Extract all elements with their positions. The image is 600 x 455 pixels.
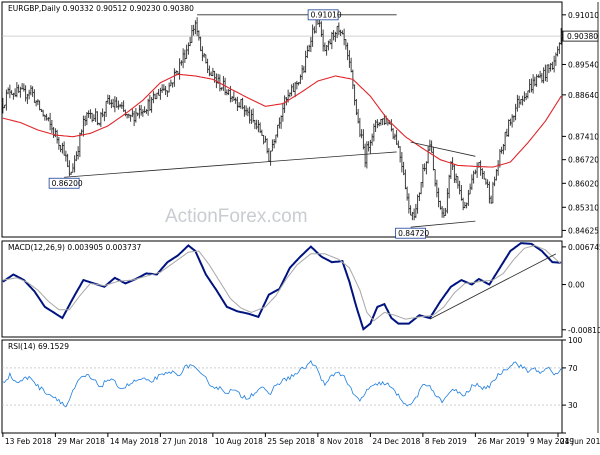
rsi-y-tick-label: 100 [568, 336, 583, 345]
x-axis-label: 24 Dec 2018 [372, 437, 420, 446]
price-y-tick-label: 0.89540 [568, 60, 599, 69]
price-annotation-box [395, 227, 427, 239]
price-trendline-4 [410, 220, 476, 228]
price-annotation-label: 0.84720 [398, 229, 429, 238]
price-panel-title: EURGBP,Daily 0.90332 0.90512 0.90230 0.9… [8, 4, 194, 13]
x-axis-label: 29 Mar 2018 [57, 437, 105, 446]
rsi-y-tick-label: 70 [568, 364, 578, 373]
macd-trendline [429, 253, 557, 320]
x-axis-label: 27 Jun 2018 [162, 437, 207, 446]
rsi-panel-title: RSI(14) 69.1529 [8, 342, 69, 351]
panel-frame-2 [1, 240, 563, 338]
macd-y-tick-label: 0.00 [568, 281, 585, 290]
price-trendline-3 [410, 141, 476, 157]
price-annotation-box [48, 177, 80, 189]
price-annotation-box [307, 9, 339, 21]
x-axis-label: 26 Mar 2019 [477, 437, 525, 446]
macd-y-tick-label: 0.006745 [568, 243, 600, 252]
x-axis-label: 14 May 2018 [110, 437, 159, 446]
panel-frame-1 [1, 1, 563, 238]
price-annotation-label: 0.91010 [311, 11, 342, 20]
price-y-tick-label: 0.87410 [568, 132, 599, 141]
x-axis-label: 9 May 2019 [530, 437, 574, 446]
x-axis-label: 10 Aug 2018 [215, 437, 263, 446]
price-y-tick-label: 0.86020 [568, 179, 599, 188]
last-price-label: 0.90380 [567, 32, 598, 41]
price-y-tick-label: 0.88640 [568, 91, 599, 100]
price-annotation-label: 0.86200 [52, 179, 83, 188]
last-price-box [562, 30, 599, 42]
x-axis-label: 24 Jun 2019 [560, 437, 600, 446]
macd-panel-title: MACD(12,26,9) 0.003905 0.003737 [8, 243, 142, 252]
x-axis-label: 8 Feb 2019 [425, 437, 467, 446]
macd-y-tick-label: -0.008109 [568, 326, 600, 335]
price-y-tick-label: 0.91010 [568, 11, 599, 20]
price-y-tick-label: 0.84625 [568, 226, 599, 235]
x-axis-label: 13 Feb 2018 [5, 437, 52, 446]
moving-average-line [2, 73, 562, 168]
x-axis-label: 8 Nov 2018 [320, 437, 363, 446]
panel-frame-3 [1, 339, 563, 434]
x-axis-label: 25 Sep 2018 [267, 437, 315, 446]
price-y-tick-label: 0.85310 [568, 203, 599, 212]
rsi-line [2, 360, 562, 408]
watermark-text: ActionForex.com [165, 206, 308, 227]
rsi-y-tick-label: 30 [568, 401, 578, 410]
price-y-tick-label: 0.86720 [568, 156, 599, 165]
price-trendline-1 [64, 151, 397, 178]
macd-signal-line [2, 244, 562, 322]
